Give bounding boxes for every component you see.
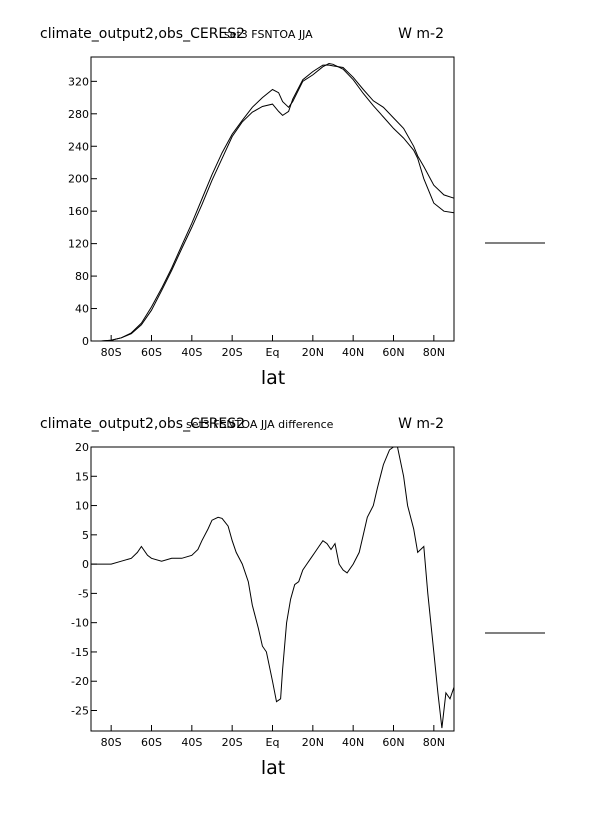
series-line-2	[91, 64, 455, 342]
y-tick-label: 15	[75, 470, 89, 483]
x-tick-label: 40S	[181, 736, 202, 749]
x-tick-label: 80N	[423, 736, 445, 749]
y-tick-label: 0	[82, 558, 89, 571]
chart-2-plot-area: 80S 60S 40S 20S Eq 20N 40N 60N 80N 20 15 10 5 0 -5 -10 -…	[71, 441, 455, 749]
y-tick-label: 40	[75, 303, 89, 316]
y-tick-label: 80	[75, 270, 89, 283]
y-tick-label: -25	[71, 705, 89, 718]
x-tick-label: 20N	[302, 736, 324, 749]
x-tick-label: 20S	[222, 346, 243, 359]
x-tick-label: 80S	[101, 736, 122, 749]
y-tick-label: -5	[78, 587, 89, 600]
y-tick-label: 280	[68, 108, 89, 121]
y-tick-label: -15	[71, 646, 89, 659]
y-tick-label: 320	[68, 75, 89, 88]
chart-2-x-axis-label: lat	[261, 757, 285, 779]
y-tick-label: 20	[75, 441, 89, 454]
y-tick-label: 240	[68, 140, 89, 153]
x-tick-label: 20S	[222, 736, 243, 749]
chart-1-subtitle: set3 FSNTOA JJA	[224, 28, 313, 41]
plot-frame	[90, 446, 455, 732]
x-tick-label: 80S	[101, 346, 122, 359]
y-tick-label: 5	[82, 529, 89, 542]
series-line-1	[91, 446, 455, 729]
chart-1-title: climate_output2,obs_CERES2	[40, 26, 245, 42]
chart-1-x-axis-label: lat	[261, 367, 285, 389]
x-tick-label: 80N	[423, 346, 445, 359]
x-tick-label: 60N	[382, 346, 404, 359]
chart-2-subtitle: set3 FSNTOA JJA difference	[186, 418, 334, 431]
chart-panel-2: climate_output2,obs_CERES2 set3 FSNTOA J…	[40, 416, 545, 779]
chart-2-title: climate_output2,obs_CERES2	[40, 416, 245, 432]
chart-panel-1: climate_output2,obs_CERES2 set3 FSNTOA J…	[40, 26, 545, 389]
chart-1-plot-area: 80S 60S 40S 20S Eq 20N 40N 60N 80N 0 40 80 120 160 200…	[68, 56, 455, 359]
y-tick-label: -10	[71, 617, 89, 630]
x-tick-label: 40N	[342, 736, 364, 749]
y-tick-label: 160	[68, 205, 89, 218]
x-tick-label: Eq	[266, 736, 280, 749]
x-tick-label: 60N	[382, 736, 404, 749]
plot-frame	[90, 56, 455, 342]
chart-2-units: W m-2	[398, 416, 444, 432]
chart-1-units: W m-2	[398, 26, 444, 42]
x-tick-label: 60S	[141, 736, 162, 749]
y-tick-label: -20	[71, 675, 89, 688]
y-tick-label: 10	[75, 500, 89, 513]
y-tick-label: 200	[68, 173, 89, 186]
series-line-1	[91, 62, 455, 342]
y-tick-label: 0	[82, 335, 89, 348]
y-tick-label: 120	[68, 238, 89, 251]
x-tick-label: 60S	[141, 346, 162, 359]
x-tick-label: Eq	[266, 346, 280, 359]
x-tick-label: 40N	[342, 346, 364, 359]
x-tick-label: 40S	[181, 346, 202, 359]
x-tick-label: 20N	[302, 346, 324, 359]
